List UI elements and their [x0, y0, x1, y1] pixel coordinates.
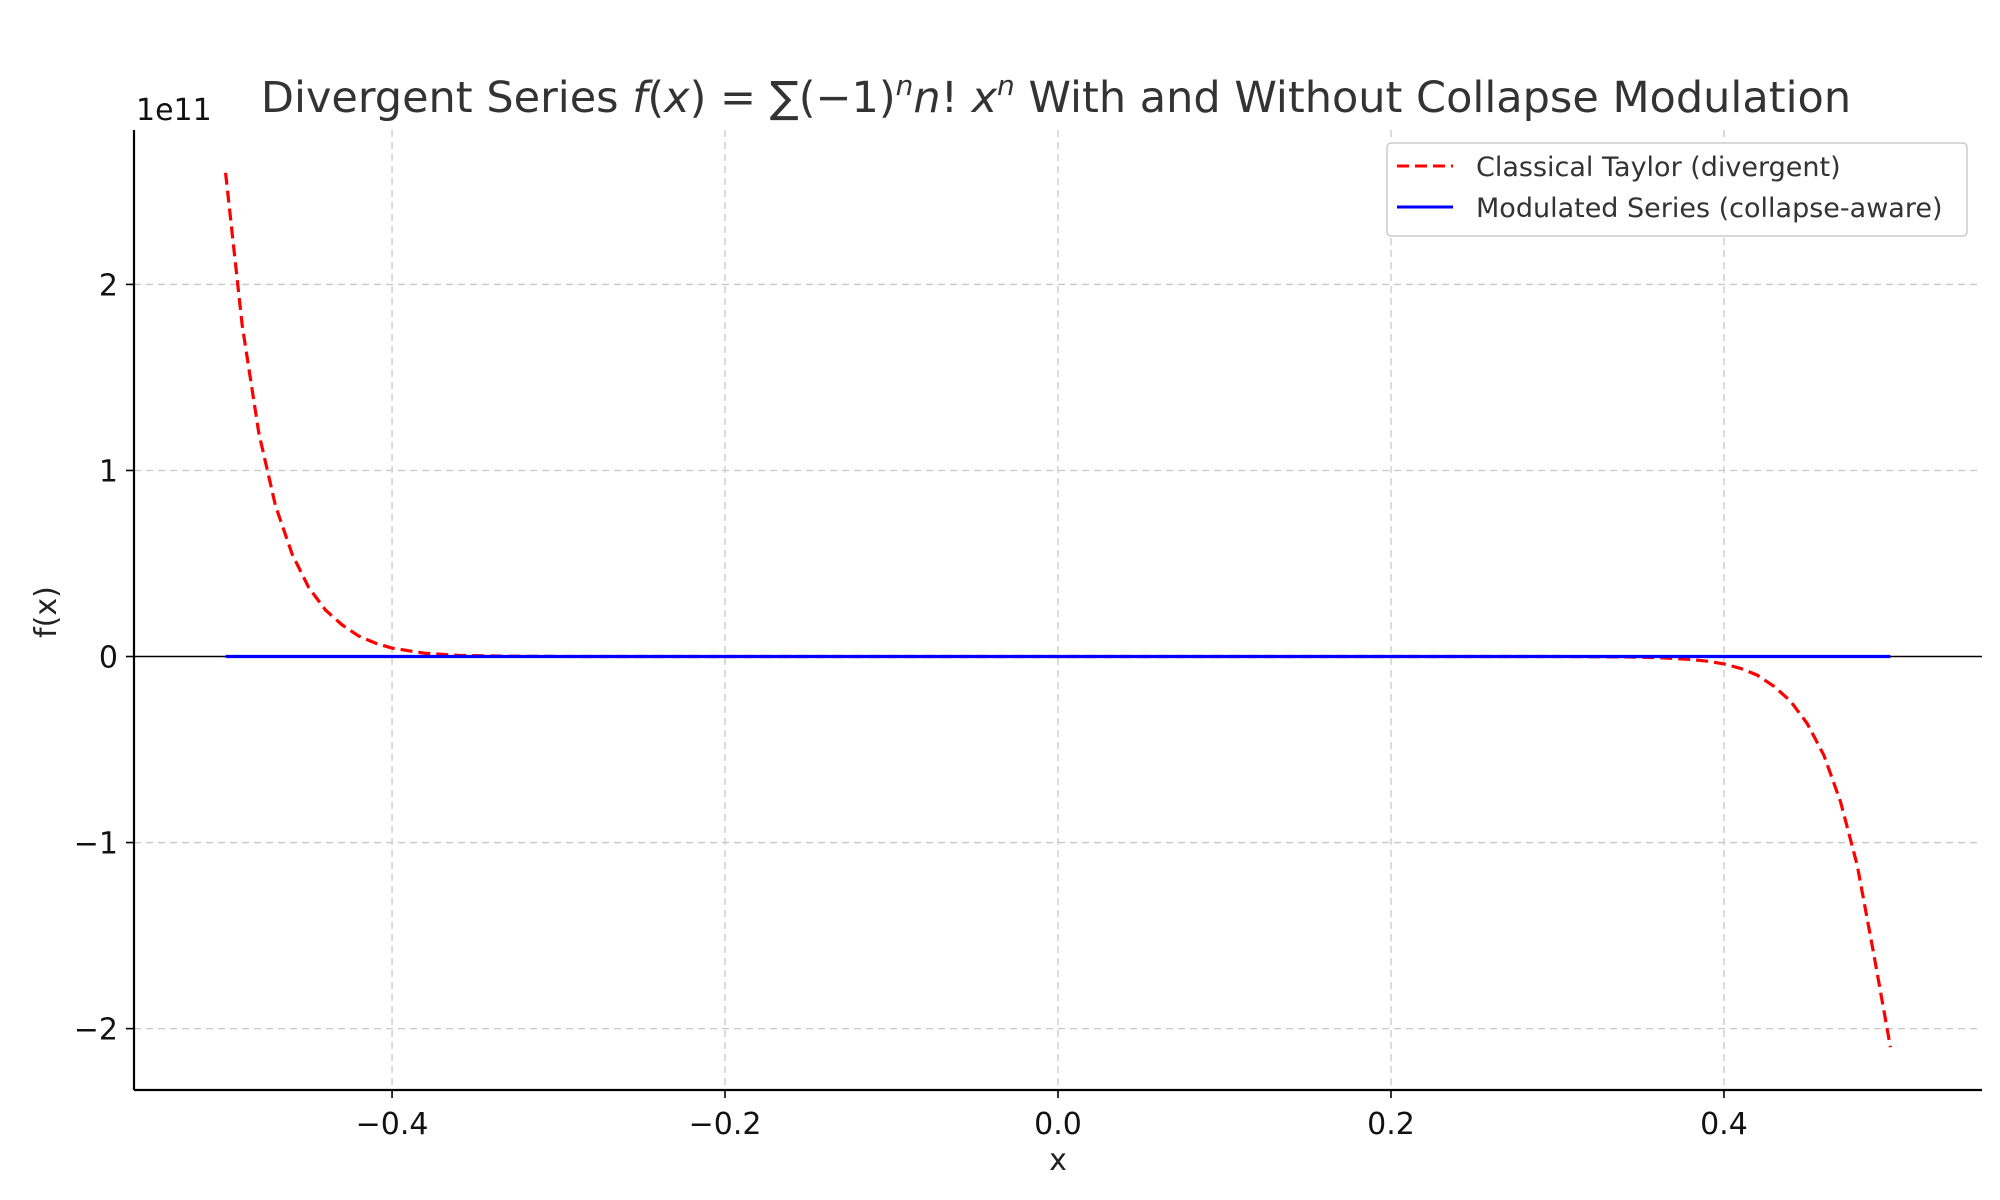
- title-formula-sum: ) = ∑(−1): [690, 73, 896, 123]
- x-ticks: −0.4 −0.2 0.0 0.2 0.4: [356, 1090, 1748, 1142]
- series-lines: [223, 172, 1893, 1048]
- grid-lines: [134, 130, 1982, 1090]
- title-prefix: Divergent Series: [261, 73, 632, 123]
- y-ticks: −2 −1 0 1 2: [74, 268, 134, 1048]
- y-tick-label: 2: [99, 268, 118, 303]
- title-formula-paren: (: [647, 73, 664, 123]
- title-formula-x2: x: [970, 73, 998, 123]
- chart-title: Divergent Series f(x) = ∑(−1)nn! xn With…: [261, 69, 1851, 123]
- x-tick-label: −0.2: [689, 1107, 762, 1142]
- y-tick-label: −2: [74, 1013, 118, 1048]
- y-axis-label: f(x): [29, 586, 64, 638]
- legend-label-classical: Classical Taylor (divergent): [1476, 152, 1841, 183]
- legend-label-modulated: Modulated Series (collapse-aware): [1476, 193, 1942, 224]
- title-formula-exp-n2: n: [997, 69, 1015, 102]
- title-formula-exp-n: n: [896, 69, 914, 102]
- y-offset-text: 1e11: [136, 93, 212, 128]
- title-suffix: With and Without Collapse Modulation: [1015, 73, 1851, 123]
- title-formula-x: x: [662, 73, 690, 123]
- y-tick-label: 0: [99, 641, 118, 676]
- title-formula-factorial: !: [941, 73, 972, 123]
- legend-frame: [1386, 142, 1968, 237]
- x-tick-label: 0.2: [1367, 1107, 1415, 1142]
- y-tick-label: 1: [99, 454, 118, 489]
- x-axis-label: x: [1049, 1143, 1067, 1178]
- x-tick-label: 0.4: [1700, 1107, 1748, 1142]
- legend: Classical Taylor (divergent) Modulated S…: [1386, 142, 1968, 237]
- x-tick-label: 0.0: [1034, 1107, 1082, 1142]
- title-formula-n: n: [913, 73, 940, 123]
- y-tick-label: −1: [74, 827, 118, 862]
- x-tick-label: −0.4: [356, 1107, 429, 1142]
